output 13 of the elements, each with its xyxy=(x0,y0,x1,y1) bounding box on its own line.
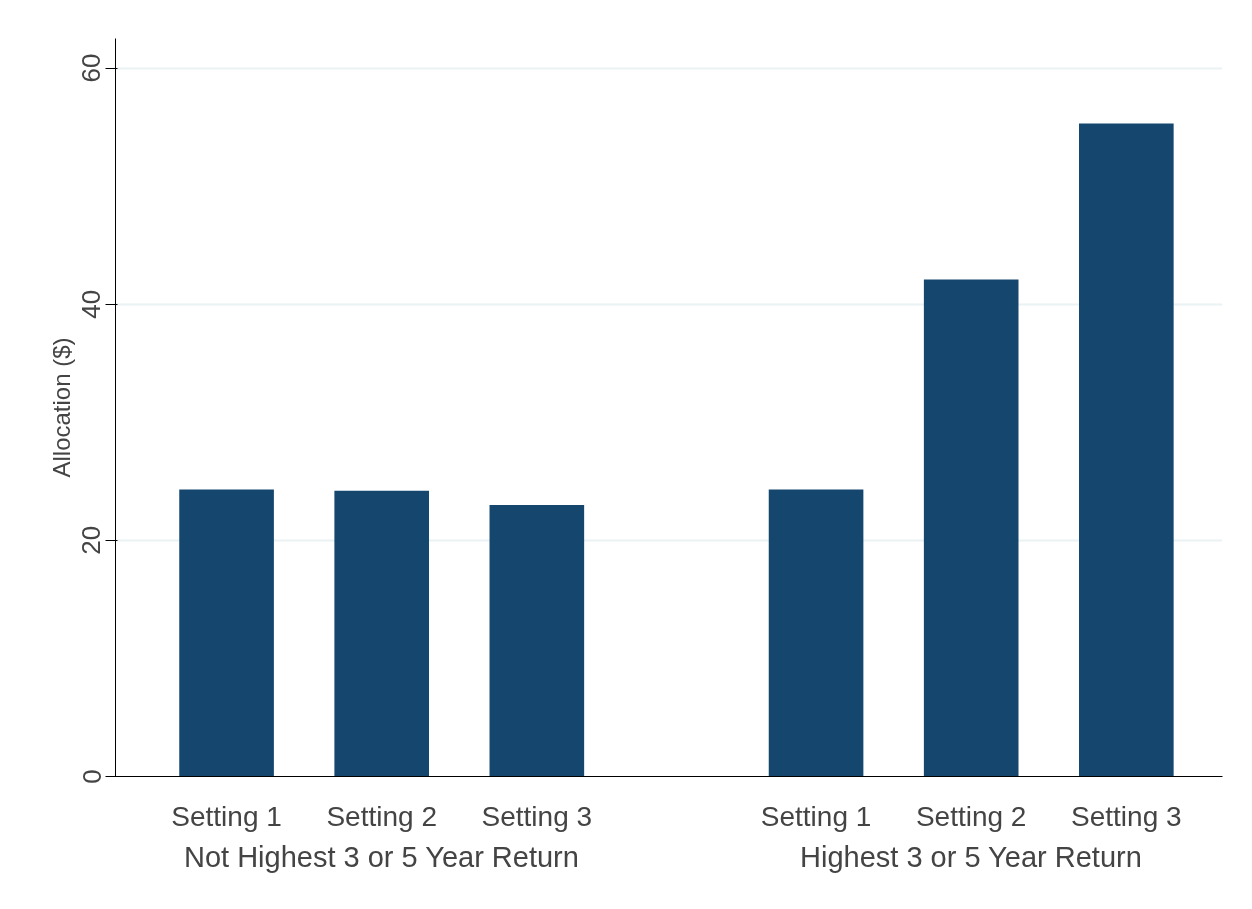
y-tick-label: 20 xyxy=(76,525,107,555)
text: Highest 3 or 5 Year Return xyxy=(800,840,1142,873)
x-tick-label: Setting 1 xyxy=(171,800,282,832)
x-tick-label: Setting 2 xyxy=(915,800,1027,832)
y-tick-label: 60 xyxy=(76,53,107,83)
x-tick-label: Setting 1 xyxy=(760,800,872,832)
x-tick-label: Setting 3 xyxy=(1071,800,1182,832)
y-axis-title: Allocation ($) xyxy=(47,337,75,478)
y-tick-label: 40 xyxy=(76,289,107,319)
text: Not Highest 3 or 5 Year Return xyxy=(183,840,579,873)
x-tick-label: Setting 2 xyxy=(326,800,437,832)
x-tick-label: Setting 3 xyxy=(481,800,593,832)
y-tick-label: 0 xyxy=(76,769,107,784)
